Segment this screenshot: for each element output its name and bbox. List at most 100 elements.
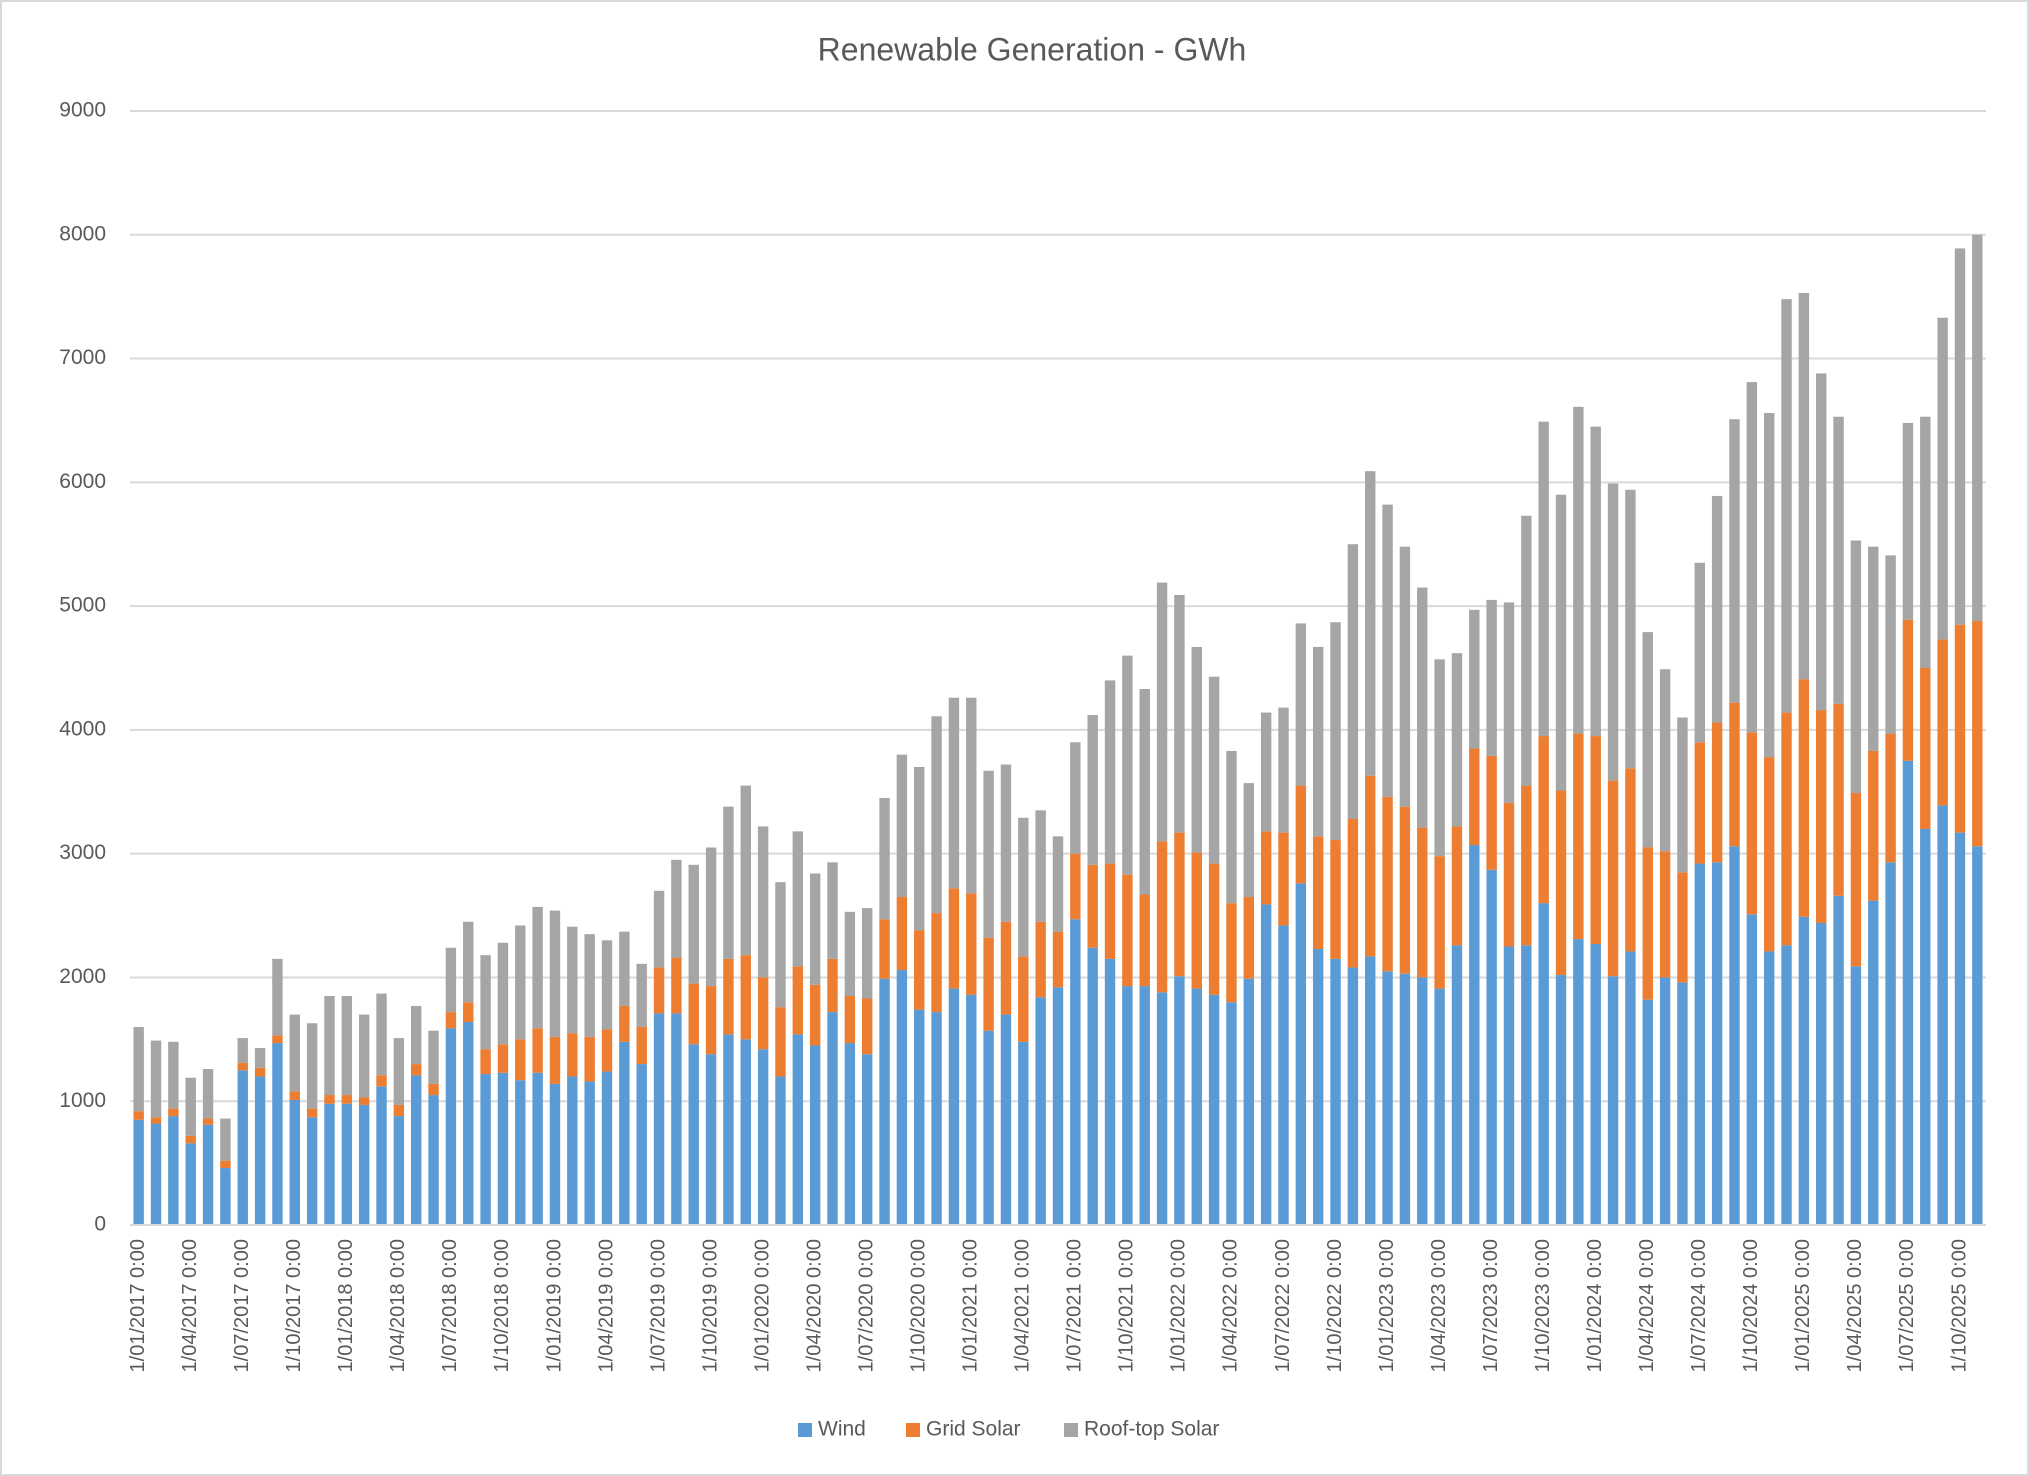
bar-segment: [983, 937, 994, 1031]
bar-segment: [653, 1013, 665, 1225]
bar-segment: [1417, 827, 1428, 978]
bar-segment: [653, 967, 665, 1014]
bar-segment: [1156, 582, 1168, 842]
bar-segment: [1937, 639, 1948, 806]
bar-segment: [1954, 248, 1966, 625]
bar-segment: [150, 1040, 162, 1118]
bar-segment: [1798, 679, 1810, 917]
bar-segment: [254, 1076, 266, 1225]
bar-segment: [237, 1062, 248, 1071]
legend-label: Grid Solar: [926, 1418, 1021, 1441]
bar-segment: [931, 913, 942, 1013]
bar-segment: [411, 1064, 422, 1076]
bar-segment: [1833, 416, 1844, 704]
bar-segment: [1711, 862, 1723, 1225]
bar-segment: [1590, 944, 1601, 1225]
bar-segment: [584, 1081, 595, 1225]
bar-segment: [1382, 971, 1393, 1225]
bar-segment: [1816, 710, 1827, 923]
bar-segment: [1850, 966, 1862, 1225]
x-tick-label: 1/07/2021 0:00: [1064, 1239, 1086, 1372]
bar-segment: [497, 1044, 509, 1073]
bar-segment: [1330, 622, 1341, 841]
bar-segment: [515, 925, 526, 1040]
bar-segment: [1174, 832, 1185, 977]
x-tick-label: 1/04/2023 0:00: [1428, 1239, 1450, 1372]
bar-segment: [168, 1108, 179, 1117]
bar-segment: [1278, 707, 1289, 833]
bar-segment: [1139, 894, 1150, 987]
x-tick-label: 1/04/2021 0:00: [1012, 1239, 1034, 1372]
bar-segment: [567, 1076, 578, 1225]
bar-segment: [1902, 760, 1914, 1225]
bar-segment: [1590, 736, 1601, 945]
bar-segment: [254, 1067, 266, 1077]
bar-segment: [202, 1124, 214, 1225]
bar-segment: [1972, 846, 1983, 1225]
bar-segment: [358, 1097, 370, 1105]
bar-segment: [1677, 717, 1688, 873]
bar-segment: [1191, 852, 1202, 989]
bar-segment: [1087, 947, 1098, 1225]
bar-segment: [376, 993, 387, 1076]
x-tick-label: 1/07/2017 0:00: [231, 1239, 253, 1372]
bar-segment: [896, 896, 908, 971]
bar-segment: [1417, 977, 1428, 1225]
bar-segment: [861, 1054, 873, 1225]
bar-segment: [757, 1049, 769, 1225]
bar-segment: [289, 1099, 300, 1225]
bar-segment: [705, 1054, 717, 1225]
bar-segment: [775, 1076, 786, 1225]
bar-segment: [1868, 750, 1879, 901]
bar-segment: [1833, 895, 1844, 1225]
bar-segment: [879, 797, 890, 920]
bar-segment: [1469, 609, 1480, 749]
bar-segment: [619, 1041, 630, 1225]
bar-segment: [1555, 494, 1567, 791]
bar-segment: [480, 1049, 491, 1074]
bar-segment: [1937, 805, 1948, 1225]
bar-segment: [1902, 422, 1914, 620]
bar-segment: [948, 988, 960, 1225]
bar-segment: [463, 1002, 474, 1023]
bar-segment: [549, 1083, 561, 1225]
bar-segment: [1312, 836, 1324, 949]
bar-segment: [1243, 978, 1255, 1225]
bar-segment: [1850, 793, 1862, 967]
bar-segment: [636, 1064, 647, 1225]
bar-segment: [688, 864, 699, 984]
bar-segment: [1642, 847, 1653, 1000]
bar-segment: [844, 996, 856, 1044]
bar-segment: [1486, 755, 1497, 870]
bar-segment: [584, 934, 595, 1037]
bar-segment: [445, 1028, 457, 1225]
bar-segment: [1555, 974, 1567, 1225]
bar-segment: [1260, 712, 1272, 832]
bar-segment: [1781, 299, 1792, 713]
bar-segment: [1226, 1002, 1237, 1225]
bar-segment: [1208, 994, 1220, 1225]
bar-segment: [896, 970, 908, 1225]
y-tick-label: 4000: [59, 717, 106, 740]
x-tick-label: 1/10/2025 0:00: [1948, 1239, 1970, 1372]
bar-segment: [567, 1033, 578, 1077]
bar-segment: [827, 958, 838, 1013]
bar-segment: [1763, 413, 1775, 758]
bar-segment: [428, 1030, 439, 1084]
legend-swatch: [798, 1423, 812, 1437]
bar-segment: [1729, 702, 1740, 847]
bar-segment: [1486, 869, 1497, 1225]
bar-segment: [671, 859, 682, 958]
bar-segment: [827, 1012, 838, 1225]
bar-segment: [1746, 914, 1758, 1225]
bar-segment: [133, 1111, 144, 1120]
bar-segment: [1503, 946, 1515, 1225]
bar-segment: [809, 984, 821, 1046]
bar-segment: [1382, 796, 1393, 972]
bar-segment: [636, 963, 647, 1027]
y-tick-label: 1000: [59, 1089, 106, 1112]
bar-segment: [1070, 853, 1081, 920]
bar-segment: [619, 1005, 630, 1042]
bar-segment: [1573, 406, 1584, 734]
bar-segment: [324, 1103, 335, 1225]
